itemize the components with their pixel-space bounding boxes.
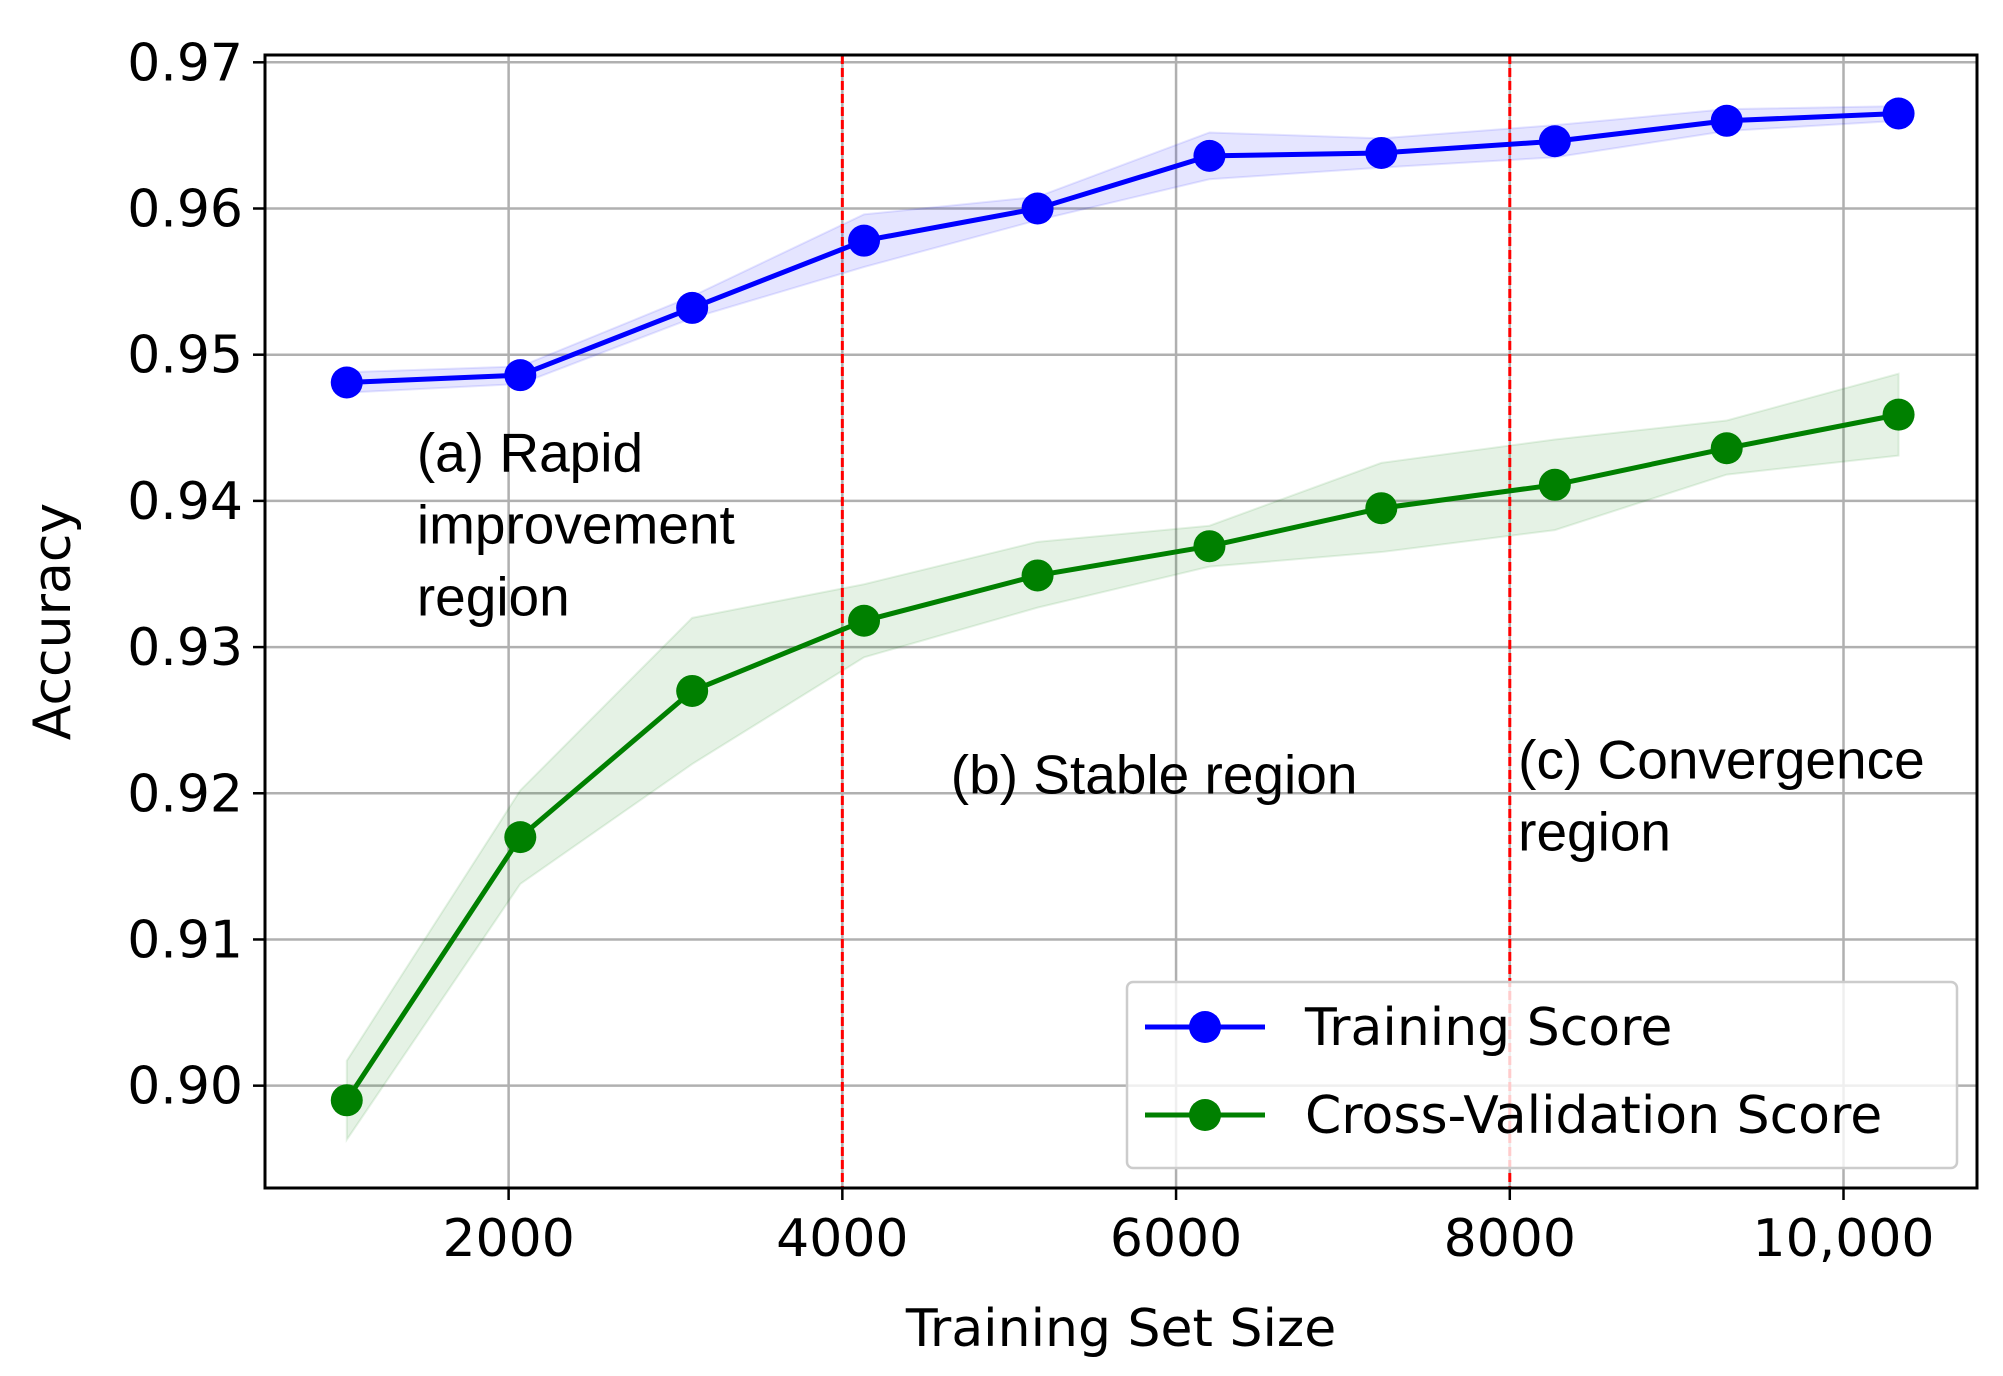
y-tick-label: 0.96	[127, 180, 243, 240]
data-point	[1710, 104, 1743, 137]
data-point	[1021, 192, 1054, 225]
data-point	[1538, 125, 1571, 158]
legend-label: Training Score	[1304, 998, 1672, 1058]
data-point	[1193, 530, 1226, 563]
region-annotations: (a) Rapid improvement region (b) Stable reg…	[417, 422, 1925, 863]
data-point	[848, 224, 881, 257]
data-point	[330, 1084, 363, 1117]
y-tick-label: 0.92	[127, 764, 243, 824]
y-tick-label: 0.91	[127, 910, 243, 970]
annotation-line: (a) Rapid	[417, 422, 643, 484]
region-annotation: (b) Stable region	[951, 743, 1358, 805]
legend-box	[1125, 980, 1959, 1170]
annotation-line: region	[417, 566, 570, 628]
grid	[265, 55, 1977, 1188]
data-point	[504, 821, 537, 854]
data-point	[1882, 398, 1915, 431]
x-tick-label: 6000	[1110, 1209, 1242, 1269]
y-tick-label: 0.93	[127, 618, 243, 678]
axis-ticks: 2000 4000 6000 8000 10,000 0.90 0.91 0.92 0.93 0.…	[127, 33, 1934, 1269]
y-tick-label: 0.90	[127, 1057, 243, 1117]
legend-label: Cross-Validation Score	[1305, 1086, 1882, 1146]
data-point	[1365, 492, 1398, 525]
data-point	[848, 604, 881, 637]
legend: Training Score Cross-Validation Score	[1125, 980, 1959, 1170]
data-point	[1882, 97, 1915, 130]
data-point	[1021, 559, 1054, 592]
legend-marker	[1189, 1099, 1221, 1131]
x-axis-title: Training Set Size	[905, 1299, 1336, 1359]
annotation-line: region	[1518, 801, 1671, 863]
legend-marker	[1189, 1011, 1221, 1043]
series-lines	[330, 97, 1915, 1117]
series-line	[344, 412, 1900, 1102]
data-point	[1710, 432, 1743, 465]
data-point	[1365, 136, 1398, 169]
x-tick-label: 2000	[442, 1209, 574, 1269]
y-axis-title: Accuracy	[23, 503, 83, 740]
annotation-line: (c) Convergence	[1518, 729, 1925, 791]
data-point	[676, 291, 709, 324]
x-tick-label: 4000	[776, 1209, 908, 1269]
data-point	[330, 366, 363, 399]
data-point	[1193, 139, 1226, 172]
annotation-line: improvement	[417, 494, 735, 556]
x-tick-label: 8000	[1444, 1209, 1576, 1269]
data-point	[1538, 468, 1571, 501]
series-line	[346, 110, 1899, 385]
data-point	[676, 674, 709, 707]
region-annotation: (a) Rapid improvement region	[417, 422, 735, 628]
confidence-band	[345, 372, 1900, 1144]
annotation-line: (b) Stable region	[951, 743, 1358, 805]
region-annotation: (c) Convergence region	[1518, 729, 1925, 863]
data-point	[504, 359, 537, 392]
y-tick-label: 0.95	[127, 326, 243, 386]
x-tick-label: 10,000	[1753, 1209, 1935, 1269]
y-tick-label: 0.97	[127, 33, 243, 93]
plot-frame	[263, 53, 1979, 1190]
y-tick-label: 0.94	[127, 472, 243, 532]
